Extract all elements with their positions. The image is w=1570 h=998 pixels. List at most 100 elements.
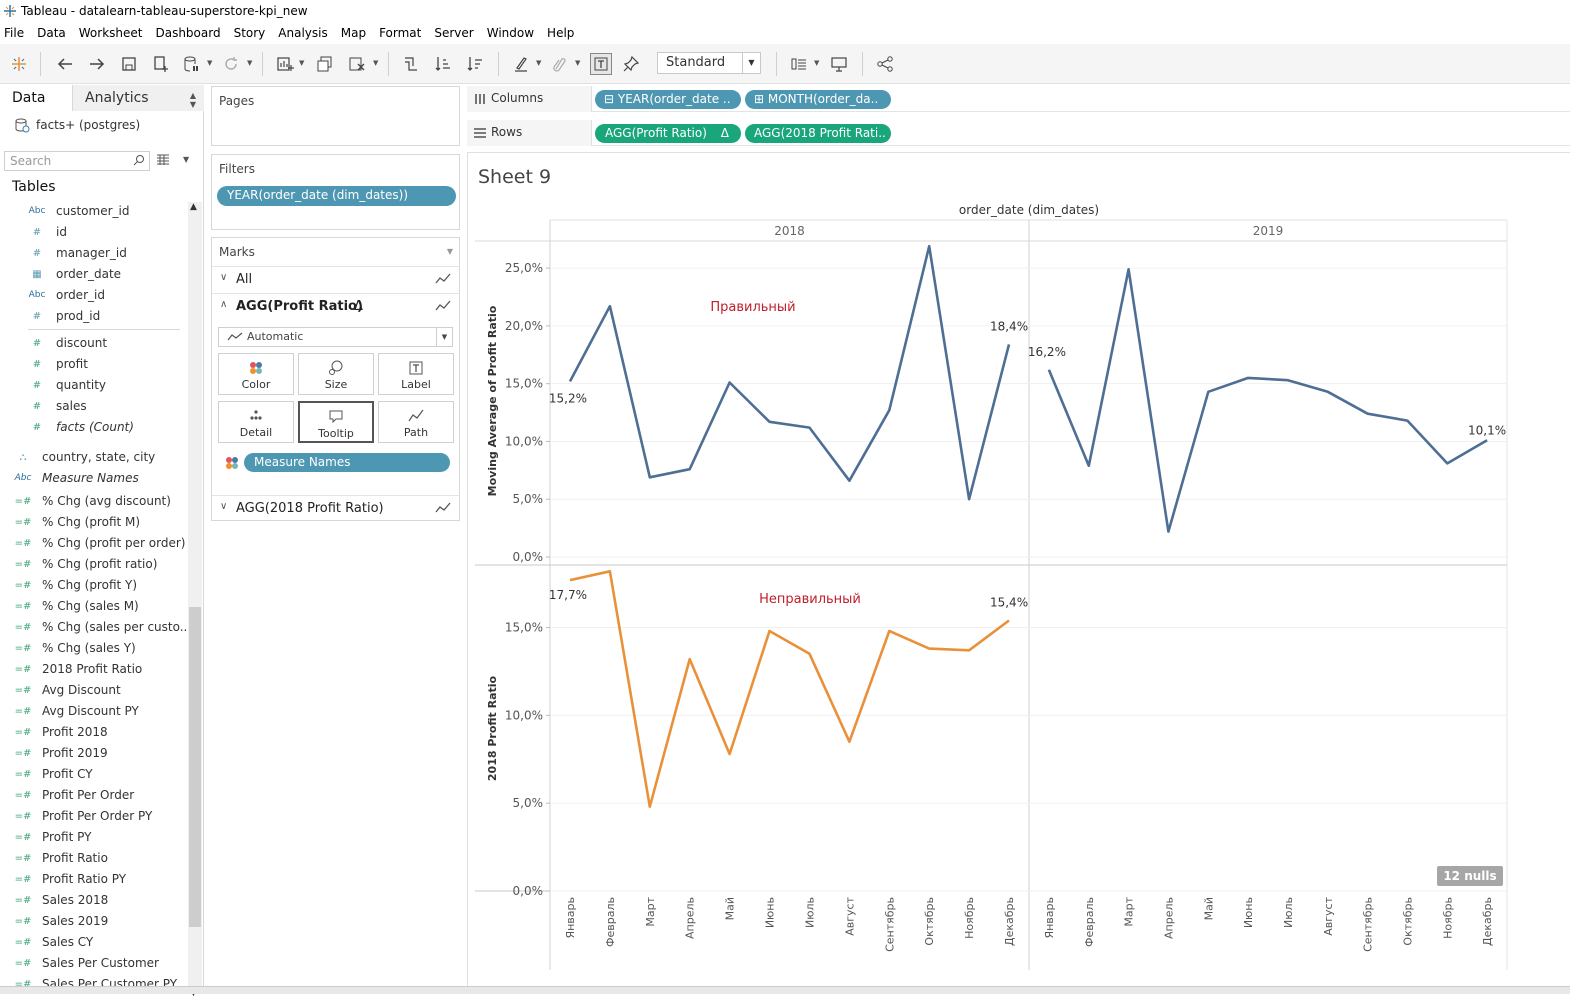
- menu-window[interactable]: Window: [486, 26, 535, 40]
- field-item[interactable]: =# Profit PY: [10, 827, 92, 847]
- field-item[interactable]: # quantity: [24, 375, 106, 395]
- detail-button[interactable]: Detail: [218, 401, 294, 443]
- label-button[interactable]: Label: [378, 353, 454, 395]
- menu-story[interactable]: Story: [233, 26, 266, 40]
- field-item[interactable]: # discount: [24, 333, 107, 353]
- save-icon[interactable]: [118, 53, 140, 75]
- field-item[interactable]: # manager_id: [24, 243, 127, 263]
- duplicate-sheet-icon[interactable]: [314, 53, 336, 75]
- scroll-up-icon[interactable]: ▲: [190, 202, 197, 212]
- refresh-icon[interactable]: [220, 53, 242, 75]
- menu-data[interactable]: Data: [37, 26, 66, 40]
- field-item[interactable]: =# Sales 2019: [10, 911, 109, 931]
- field-item[interactable]: =# Profit Ratio: [10, 848, 108, 868]
- measure-names-pill[interactable]: Measure Names: [244, 453, 450, 472]
- new-worksheet-icon[interactable]: [274, 53, 296, 75]
- path-button[interactable]: Path: [378, 401, 454, 443]
- field-item[interactable]: =# % Chg (profit ratio): [10, 554, 158, 574]
- columns-pill-year[interactable]: ⊟ YEAR(order_date ..: [595, 90, 741, 109]
- marks-row-2018-profit-ratio[interactable]: ∨ AGG(2018 Profit Ratio): [212, 495, 459, 521]
- columns-shelf[interactable]: Columns ⊟ YEAR(order_date .. ⊞ MONTH(ord…: [467, 86, 1570, 112]
- fit-select[interactable]: Standard ▼: [657, 52, 761, 74]
- field-item[interactable]: # profit: [24, 354, 88, 374]
- menu-server[interactable]: Server: [434, 26, 474, 40]
- tableau-home-icon[interactable]: [8, 53, 30, 75]
- field-item[interactable]: ▦ order_date: [24, 264, 121, 284]
- field-item[interactable]: =# Profit CY: [10, 764, 93, 784]
- marks-row-profit-ratio[interactable]: ∧ AGG(Profit Ratio) Δ: [212, 293, 459, 319]
- menu-format[interactable]: Format: [379, 26, 422, 40]
- field-item[interactable]: =# % Chg (avg discount): [10, 491, 171, 511]
- menu-file[interactable]: File: [4, 26, 25, 40]
- menu-dashboard[interactable]: Dashboard: [155, 26, 221, 40]
- redo-icon[interactable]: [86, 53, 108, 75]
- search-input[interactable]: Search: [4, 151, 150, 171]
- data-pane-scrollbar[interactable]: ▲ ▼: [188, 202, 202, 998]
- fix-axes-icon[interactable]: [620, 53, 642, 75]
- sort-ascending-icon[interactable]: [432, 53, 454, 75]
- clear-sheet-icon[interactable]: [346, 53, 368, 75]
- group-members-icon[interactable]: [548, 53, 570, 75]
- menu-map[interactable]: Map: [340, 26, 367, 40]
- field-item[interactable]: =# % Chg (profit per order): [10, 533, 186, 553]
- chevron-down-icon[interactable]: ▼: [183, 155, 190, 164]
- scrollbar-thumb[interactable]: [189, 607, 201, 927]
- field-item[interactable]: =# Avg Discount: [10, 680, 121, 700]
- size-button[interactable]: Size: [298, 353, 374, 395]
- show-cards-icon[interactable]: [788, 53, 810, 75]
- field-item[interactable]: =# Profit Ratio PY: [10, 869, 126, 889]
- field-item[interactable]: =# Profit Per Order: [10, 785, 135, 805]
- field-item[interactable]: =# % Chg (profit M): [10, 512, 140, 532]
- highlight-icon[interactable]: [510, 53, 532, 75]
- field-item[interactable]: =# Profit 2018: [10, 722, 108, 742]
- view-data-icon[interactable]: [156, 153, 170, 167]
- tab-data[interactable]: Data: [0, 85, 72, 111]
- color-button[interactable]: Color: [218, 353, 294, 395]
- line-chart[interactable]: order_date (dim_dates) 2018 2019 0,0% 5,0% 10…: [467, 195, 1570, 985]
- columns-pill-month[interactable]: ⊞ MONTH(order_da..: [745, 90, 891, 109]
- field-item[interactable]: =# % Chg (sales per custo...: [10, 617, 192, 637]
- field-item[interactable]: =# Sales Per Customer: [10, 953, 159, 973]
- field-item[interactable]: # prod_id: [24, 306, 100, 326]
- sort-descending-icon[interactable]: [464, 53, 486, 75]
- field-item[interactable]: Abc customer_id: [24, 201, 130, 221]
- rows-shelf[interactable]: Rows AGG(Profit Ratio) Δ AGG(2018 Profit …: [467, 120, 1570, 146]
- pause-updates-icon[interactable]: [180, 53, 202, 75]
- field-item[interactable]: Abc order_id: [24, 285, 105, 305]
- filters-card[interactable]: Filters YEAR(order_date (dim_dates)): [211, 154, 460, 230]
- field-item[interactable]: =# Sales CY: [10, 932, 94, 952]
- worksheet-view[interactable]: [467, 152, 1570, 994]
- show-mark-labels-icon[interactable]: [590, 53, 612, 75]
- presentation-mode-icon[interactable]: [828, 53, 850, 75]
- field-item[interactable]: =# Profit Per Order PY: [10, 806, 153, 826]
- field-item[interactable]: =# % Chg (sales M): [10, 596, 139, 616]
- rows-pill-2018-profit[interactable]: AGG(2018 Profit Rati..: [745, 124, 891, 143]
- field-item[interactable]: # sales: [24, 396, 87, 416]
- menu-worksheet[interactable]: Worksheet: [78, 26, 143, 40]
- mark-type-select[interactable]: Automatic ▼: [218, 327, 453, 347]
- field-item[interactable]: =# % Chg (sales Y): [10, 638, 136, 658]
- field-item[interactable]: =# % Chg (profit Y): [10, 575, 137, 595]
- chevron-down-icon[interactable]: ▼: [446, 247, 453, 256]
- field-item[interactable]: ⛬ country, state, city: [10, 447, 156, 467]
- field-item[interactable]: # id: [24, 222, 67, 242]
- rows-pill-profit-ratio[interactable]: AGG(Profit Ratio) Δ: [595, 124, 741, 143]
- menu-analysis[interactable]: Analysis: [278, 26, 328, 40]
- marks-row-all[interactable]: ∨ All: [212, 266, 459, 292]
- field-item[interactable]: # facts (Count): [24, 417, 134, 437]
- menu-help[interactable]: Help: [547, 26, 575, 40]
- undo-icon[interactable]: [54, 53, 76, 75]
- field-item[interactable]: =# Sales 2018: [10, 890, 109, 910]
- field-item[interactable]: =# Avg Discount PY: [10, 701, 139, 721]
- field-item[interactable]: =# 2018 Profit Ratio: [10, 659, 143, 679]
- field-item[interactable]: =# Profit 2019: [10, 743, 108, 763]
- field-item[interactable]: Abc Measure Names: [10, 468, 139, 488]
- tab-analytics[interactable]: Analytics ▲ ▼: [72, 85, 204, 111]
- swap-rows-columns-icon[interactable]: [400, 53, 422, 75]
- tooltip-button[interactable]: Tooltip: [298, 401, 374, 443]
- new-datasource-icon[interactable]: [150, 53, 172, 75]
- pages-card[interactable]: Pages: [211, 86, 460, 146]
- share-icon[interactable]: [874, 53, 896, 75]
- datasource-item[interactable]: facts+ (postgres): [14, 117, 140, 133]
- filter-pill[interactable]: YEAR(order_date (dim_dates)): [217, 186, 456, 206]
